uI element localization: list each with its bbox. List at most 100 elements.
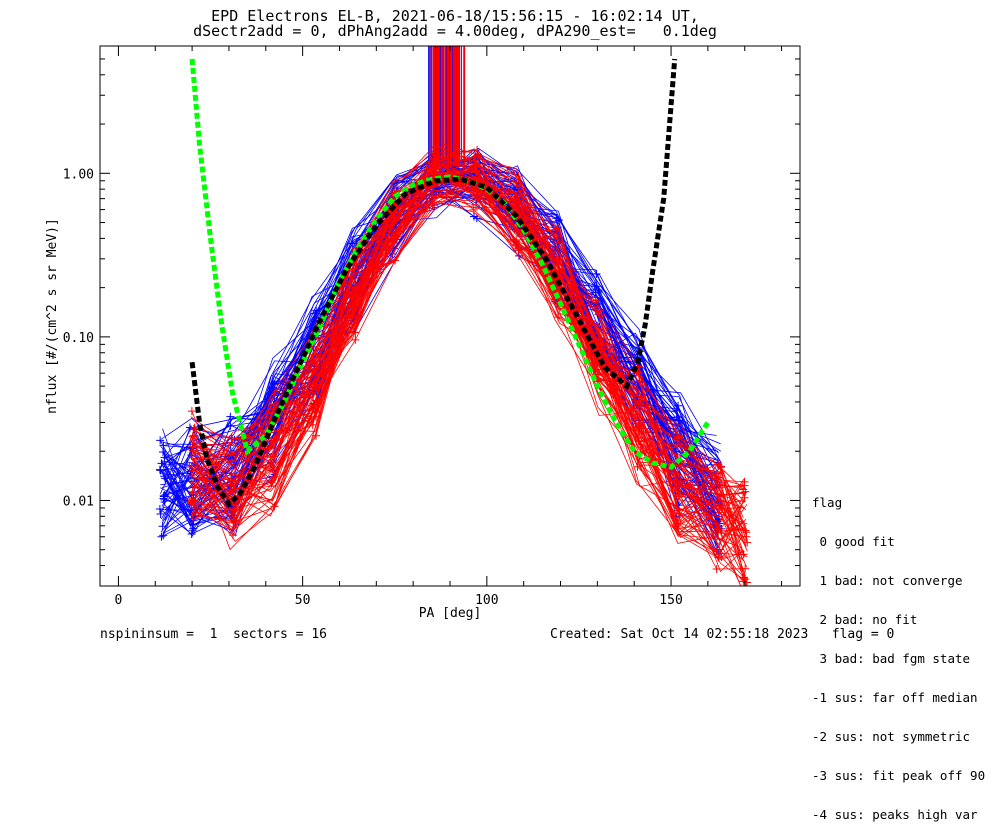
flag-legend: flag 0 good fit 1 bad: not converge 2 ba… xyxy=(812,470,985,834)
blue-data-point xyxy=(592,282,601,291)
red-data-point xyxy=(514,172,523,181)
red-data-point xyxy=(187,501,196,510)
red-flux-trace xyxy=(190,175,745,561)
red-data-point xyxy=(673,429,682,438)
red-data-point xyxy=(740,592,748,600)
x-tick-label: 50 xyxy=(295,593,311,608)
red-data-point xyxy=(392,232,401,241)
red-data-point xyxy=(712,519,721,528)
blue-data-point xyxy=(158,522,167,531)
blue-flux-trace xyxy=(161,147,720,504)
red-data-point xyxy=(712,564,721,573)
red-data-point xyxy=(717,552,726,561)
red-data-point xyxy=(351,328,360,337)
red-data-point xyxy=(675,509,684,518)
red-flux-trace xyxy=(192,178,745,533)
legend-item: -3 sus: fit peak off 90 xyxy=(812,768,986,783)
red-data-point xyxy=(309,380,318,389)
red-flux-trace xyxy=(192,195,745,562)
red-flux-trace xyxy=(190,160,748,568)
blue-data-point xyxy=(157,532,166,541)
red-data-point xyxy=(187,407,196,416)
blue-data-point xyxy=(268,378,277,387)
red-data-point xyxy=(591,296,600,305)
flux-traces xyxy=(155,46,752,600)
red-data-point xyxy=(188,446,197,455)
blue-data-point xyxy=(160,472,169,481)
red-data-point xyxy=(267,478,276,487)
blue-data-point xyxy=(159,531,168,540)
red-data-point xyxy=(741,564,750,573)
black-fit-curve xyxy=(189,58,678,508)
footer-right: Created: Sat Oct 14 02:55:18 2023 flag =… xyxy=(550,627,895,642)
red-data-point xyxy=(739,485,748,494)
y-tick-label: 1.00 xyxy=(63,167,94,182)
red-data-point xyxy=(188,432,197,441)
red-flux-trace xyxy=(191,178,748,538)
red-data-point xyxy=(473,152,482,161)
red-data-point xyxy=(635,377,644,386)
red-data-point xyxy=(714,504,723,513)
y-tick-label: 0.01 xyxy=(63,494,94,509)
red-flux-trace xyxy=(190,189,746,561)
red-data-point xyxy=(513,178,522,187)
red-data-point xyxy=(230,516,239,525)
green-fit-curve xyxy=(189,58,711,470)
red-data-point xyxy=(675,490,684,499)
red-flux-trace xyxy=(191,164,744,532)
red-data-point xyxy=(473,195,482,204)
red-data-point xyxy=(511,241,520,250)
red-data-point xyxy=(472,166,481,175)
red-data-point xyxy=(469,188,478,197)
legend-title: flag xyxy=(812,495,843,510)
red-data-point xyxy=(741,487,750,496)
red-data-point xyxy=(227,459,236,468)
blue-data-point xyxy=(156,510,165,519)
x-tick-label: 0 xyxy=(115,593,123,608)
legend-item: 1 bad: not converge xyxy=(812,573,963,588)
legend-item: -2 sus: not symmetric xyxy=(812,729,971,744)
red-flux-trace xyxy=(189,175,747,549)
blue-data-point xyxy=(188,526,197,535)
pitch-angle-chart: 0 50 100 150 0.01 0.10 1.00 PA [deg] nflux [#… xyxy=(45,45,801,621)
y-axis-label: nflux [#/(cm^2 s sr MeV)] xyxy=(45,218,60,414)
legend-item: 0 good fit xyxy=(812,534,895,549)
red-flux-trace xyxy=(194,186,746,532)
y-axis: 0.01 0.10 1.00 xyxy=(63,45,800,587)
x-axis-label: PA [deg] xyxy=(419,606,482,621)
blue-data-point xyxy=(348,239,357,248)
blue-data-point xyxy=(187,530,196,539)
red-data-point xyxy=(388,237,397,246)
red-flux-trace xyxy=(192,180,743,556)
red-data-point xyxy=(352,292,361,301)
red-data-point xyxy=(185,495,194,504)
red-data-point xyxy=(740,481,749,490)
y-tick-label: 0.10 xyxy=(63,331,94,346)
x-axis: 0 50 100 150 xyxy=(115,46,783,608)
x-tick-label: 150 xyxy=(659,593,682,608)
red-data-point xyxy=(269,463,278,472)
footer-left: nspininsum = 1 sectors = 16 xyxy=(100,627,327,642)
red-data-point xyxy=(554,256,563,265)
blue-data-point xyxy=(156,436,165,445)
blue-data-point xyxy=(311,309,320,318)
chart-title-line2: dSectr2add = 0, dPhAng2add = 4.00deg, dP… xyxy=(193,22,717,40)
x-tick-label: 100 xyxy=(475,593,498,608)
red-flux-trace xyxy=(191,173,748,583)
blue-data-point xyxy=(155,465,164,474)
fit-curves xyxy=(189,58,711,508)
blue-data-point xyxy=(159,494,168,503)
red-data-point xyxy=(229,531,238,540)
red-data-point xyxy=(269,403,278,412)
red-flux-trace xyxy=(192,148,743,549)
red-flux-trace xyxy=(192,172,746,580)
legend-item: 2 bad: no fit xyxy=(812,612,918,627)
red-data-point xyxy=(309,365,318,374)
legend-item: 3 bad: bad fgm state xyxy=(812,651,971,666)
red-data-point xyxy=(187,471,196,480)
red-data-point xyxy=(188,511,197,520)
red-data-point xyxy=(739,577,748,586)
red-data-point xyxy=(471,200,480,209)
chart-title-line1: EPD Electrons EL-B, 2021-06-18/15:56:15 … xyxy=(211,7,699,25)
red-data-point xyxy=(185,461,194,470)
